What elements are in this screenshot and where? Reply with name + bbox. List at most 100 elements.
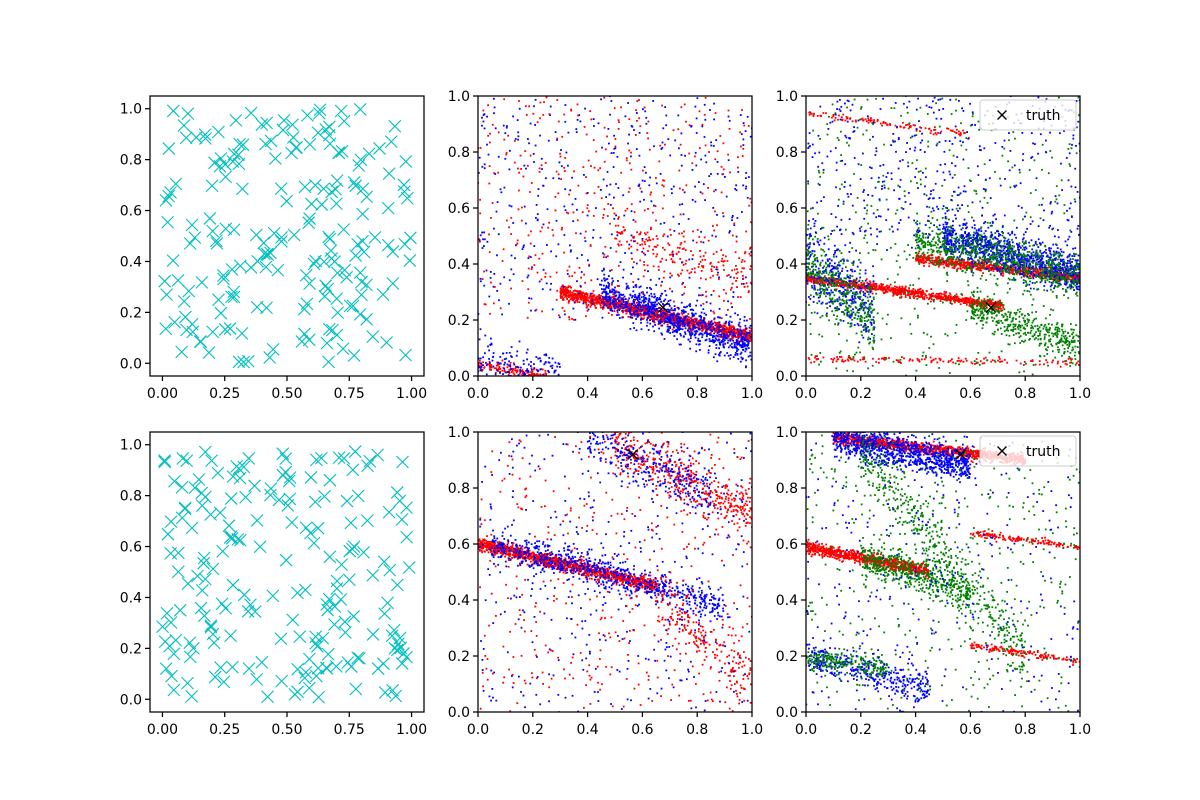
sample-point	[635, 284, 638, 286]
sample-point	[510, 368, 513, 370]
sample-point	[517, 374, 520, 376]
sample-point	[319, 279, 333, 293]
sample-point	[657, 314, 659, 317]
sample-point	[728, 329, 731, 331]
sample-point	[592, 289, 595, 292]
sample-point	[656, 238, 659, 240]
sample-point	[662, 312, 664, 315]
sample-point	[530, 230, 532, 233]
sample-point	[854, 279, 857, 282]
sample-point	[499, 307, 502, 310]
sample-point	[650, 226, 652, 229]
sample-point	[490, 343, 493, 346]
sample-point	[656, 303, 658, 306]
sample-point	[622, 311, 624, 314]
sample-point	[661, 320, 663, 323]
sample-point	[669, 332, 671, 334]
sample-point	[717, 328, 720, 331]
sample-point	[701, 294, 704, 296]
sample-point	[701, 192, 704, 195]
sample-point	[647, 120, 650, 123]
sample-point	[662, 310, 665, 312]
sample-point	[563, 251, 565, 254]
sample-point	[562, 289, 565, 292]
sample-point	[593, 298, 596, 301]
sample-point	[600, 306, 602, 309]
sample-point	[329, 182, 342, 196]
sample-point	[719, 341, 721, 344]
x-tick-label: 0.0	[467, 386, 489, 402]
sample-point	[743, 330, 745, 333]
sample-point	[665, 317, 668, 320]
sample-point	[743, 286, 746, 288]
sample-point	[881, 289, 884, 292]
sample-point	[606, 305, 609, 308]
sample-point	[964, 300, 967, 303]
sample-point	[739, 296, 742, 298]
sample-point	[702, 324, 704, 327]
sample-point	[703, 323, 706, 326]
x-tick-label: 0.25	[209, 386, 240, 402]
sample-point	[603, 288, 605, 291]
sample-point	[527, 164, 529, 167]
sample-point	[512, 115, 514, 118]
sample-point	[686, 315, 688, 318]
sample-point	[953, 299, 955, 302]
sample-point	[478, 365, 481, 368]
sample-point	[639, 187, 642, 190]
sample-point	[400, 191, 414, 205]
sample-point	[568, 275, 571, 278]
sample-point	[949, 300, 952, 303]
sample-point	[961, 266, 964, 269]
sample-point	[902, 290, 905, 293]
sample-point	[682, 316, 685, 318]
sample-point	[664, 321, 666, 324]
sample-point	[672, 255, 674, 258]
sample-point	[555, 298, 558, 301]
sample-point	[731, 336, 733, 338]
sample-point	[900, 293, 902, 296]
sample-point	[589, 305, 592, 308]
sample-point	[578, 293, 581, 296]
sample-point	[674, 309, 676, 312]
sample-point	[969, 296, 972, 299]
sample-point	[593, 295, 595, 298]
sample-point	[685, 184, 688, 187]
sample-point	[576, 257, 579, 260]
sample-point	[683, 306, 685, 308]
sample-point	[305, 197, 318, 211]
sample-point	[641, 250, 644, 253]
sample-point	[494, 173, 497, 175]
sample-point	[704, 330, 707, 333]
sample-point	[534, 254, 537, 257]
sample-point	[662, 127, 665, 130]
sample-point	[673, 230, 676, 232]
sample-point	[745, 359, 747, 362]
sample-point	[819, 281, 822, 284]
sample-point	[557, 243, 560, 246]
sample-point	[268, 152, 282, 165]
sample-point	[675, 315, 678, 318]
sample-point	[690, 250, 692, 252]
sample-point	[608, 306, 611, 309]
sample-point	[574, 295, 577, 298]
sample-point	[732, 339, 735, 342]
sample-point	[584, 107, 586, 110]
sample-point	[579, 296, 582, 299]
sample-point	[732, 325, 734, 328]
sample-point	[527, 363, 530, 366]
sample-point	[676, 313, 678, 316]
sample-point	[509, 364, 511, 366]
sample-point	[586, 305, 589, 308]
sample-point	[362, 147, 376, 161]
sample-point	[587, 259, 589, 262]
sample-point	[675, 325, 678, 328]
subplot-top-middle: 0.0 0.2 0.4 0.6 0.8 1.00.00.20.40.60.81.0	[448, 89, 763, 402]
sample-point	[726, 260, 729, 262]
sample-point	[736, 341, 738, 344]
sample-point	[486, 240, 489, 243]
sample-point	[741, 109, 743, 111]
sample-point	[637, 300, 640, 303]
sample-point	[552, 234, 555, 237]
sample-point	[700, 320, 703, 323]
